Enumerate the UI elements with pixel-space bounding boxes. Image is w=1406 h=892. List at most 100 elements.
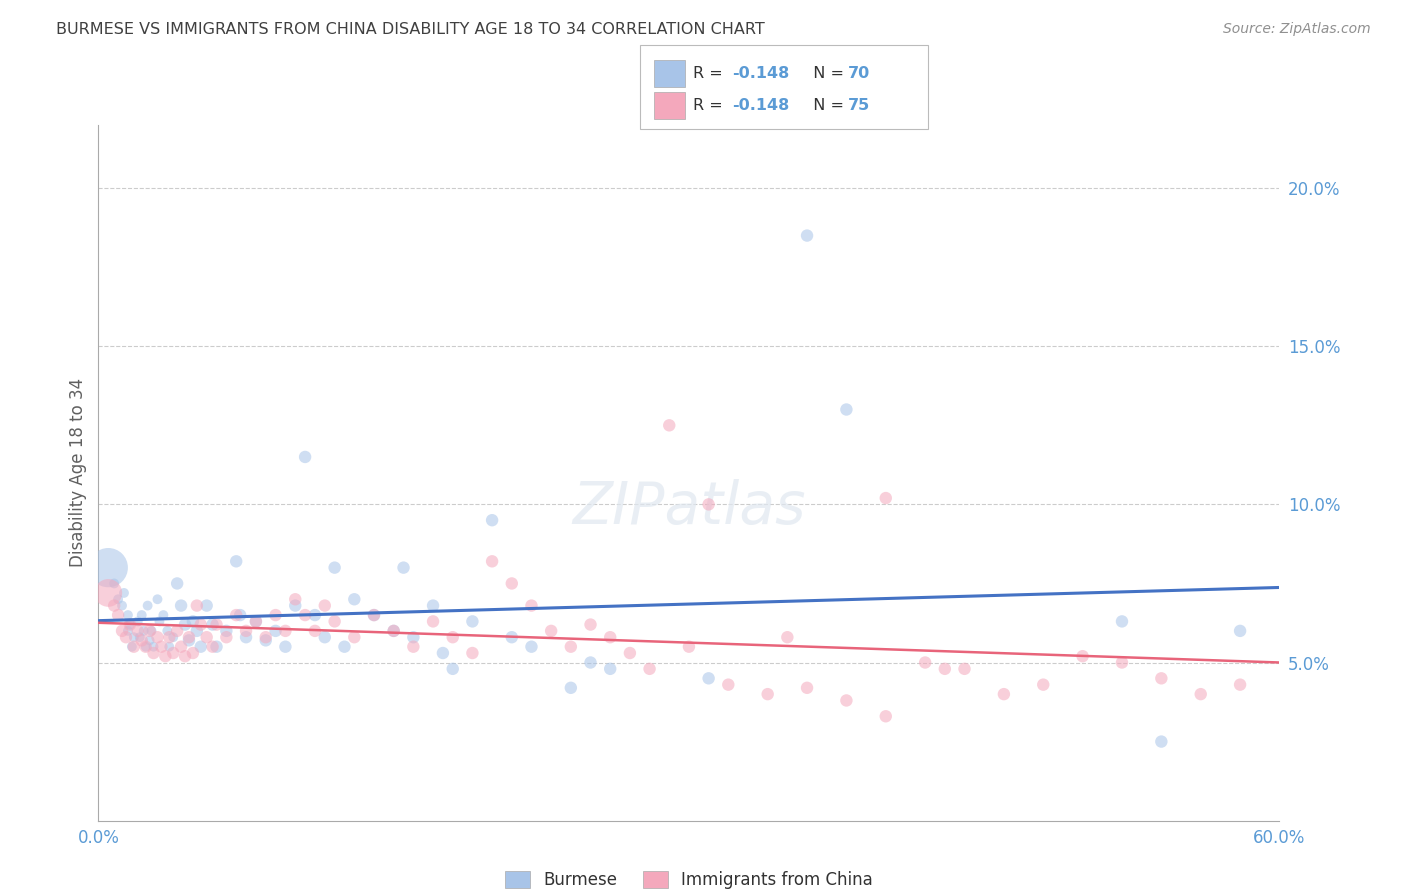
- Point: [560, 640, 582, 654]
- Point: [934, 662, 956, 676]
- Point: [245, 615, 267, 629]
- Point: [1229, 624, 1251, 638]
- Point: [132, 624, 155, 638]
- Point: [717, 678, 740, 692]
- Point: [796, 228, 818, 243]
- Point: [177, 633, 200, 648]
- Point: [264, 624, 287, 638]
- Point: [195, 599, 218, 613]
- Point: [599, 662, 621, 676]
- Point: [150, 640, 173, 654]
- Point: [1150, 734, 1173, 748]
- Point: [579, 617, 602, 632]
- Point: [343, 630, 366, 644]
- Point: [304, 608, 326, 623]
- Point: [796, 681, 818, 695]
- Point: [441, 662, 464, 676]
- Point: [422, 599, 444, 613]
- Point: [461, 615, 484, 629]
- Point: [122, 630, 145, 644]
- Text: -0.148: -0.148: [733, 98, 790, 112]
- Point: [1150, 671, 1173, 685]
- Point: [174, 649, 197, 664]
- Point: [225, 554, 247, 568]
- Point: [835, 693, 858, 707]
- Point: [274, 624, 297, 638]
- Point: [97, 560, 120, 574]
- Point: [156, 624, 179, 638]
- Point: [138, 624, 160, 638]
- Text: 75: 75: [848, 98, 870, 112]
- Text: Source: ZipAtlas.com: Source: ZipAtlas.com: [1223, 22, 1371, 37]
- Point: [195, 630, 218, 644]
- Point: [205, 617, 228, 632]
- Point: [441, 630, 464, 644]
- Text: ZIPatlas: ZIPatlas: [572, 479, 806, 536]
- Point: [135, 640, 157, 654]
- Point: [155, 649, 177, 664]
- Point: [1229, 678, 1251, 692]
- Point: [201, 640, 224, 654]
- Point: [136, 599, 159, 613]
- Point: [118, 617, 141, 632]
- Point: [245, 615, 267, 629]
- Point: [177, 630, 200, 644]
- Text: BURMESE VS IMMIGRANTS FROM CHINA DISABILITY AGE 18 TO 34 CORRELATION CHART: BURMESE VS IMMIGRANTS FROM CHINA DISABIL…: [56, 22, 765, 37]
- Point: [402, 630, 425, 644]
- Point: [264, 608, 287, 623]
- Point: [314, 630, 336, 644]
- Point: [115, 630, 138, 644]
- Y-axis label: Disability Age 18 to 34: Disability Age 18 to 34: [69, 378, 87, 567]
- Point: [117, 624, 139, 638]
- Point: [103, 599, 125, 613]
- Point: [481, 513, 503, 527]
- Point: [501, 576, 523, 591]
- Point: [520, 640, 543, 654]
- Point: [162, 630, 184, 644]
- Text: R =: R =: [693, 98, 728, 112]
- Point: [323, 615, 346, 629]
- Point: [127, 615, 149, 629]
- Point: [201, 617, 224, 632]
- Point: [142, 646, 165, 660]
- Point: [294, 608, 316, 623]
- Point: [157, 630, 180, 644]
- Point: [638, 662, 661, 676]
- Point: [501, 630, 523, 644]
- Point: [170, 599, 193, 613]
- Point: [914, 656, 936, 670]
- Point: [170, 640, 193, 654]
- Point: [953, 662, 976, 676]
- Point: [166, 576, 188, 591]
- Point: [174, 617, 197, 632]
- Point: [229, 608, 252, 623]
- Point: [432, 646, 454, 660]
- Point: [382, 624, 405, 638]
- Point: [1111, 615, 1133, 629]
- Point: [112, 586, 135, 600]
- Point: [141, 624, 163, 638]
- Point: [756, 687, 779, 701]
- Point: [1189, 687, 1212, 701]
- Point: [107, 592, 129, 607]
- Point: [274, 640, 297, 654]
- Point: [162, 646, 184, 660]
- Point: [333, 640, 356, 654]
- Point: [157, 640, 180, 654]
- Point: [658, 418, 681, 433]
- Point: [103, 576, 125, 591]
- Point: [481, 554, 503, 568]
- Point: [138, 633, 160, 648]
- Point: [579, 656, 602, 670]
- Point: [111, 624, 134, 638]
- Point: [599, 630, 621, 644]
- Point: [343, 592, 366, 607]
- Point: [118, 617, 141, 632]
- Point: [181, 615, 204, 629]
- Point: [697, 497, 720, 511]
- Text: -0.148: -0.148: [733, 66, 790, 80]
- Point: [678, 640, 700, 654]
- Point: [142, 640, 165, 654]
- Point: [235, 624, 257, 638]
- Text: N =: N =: [803, 98, 849, 112]
